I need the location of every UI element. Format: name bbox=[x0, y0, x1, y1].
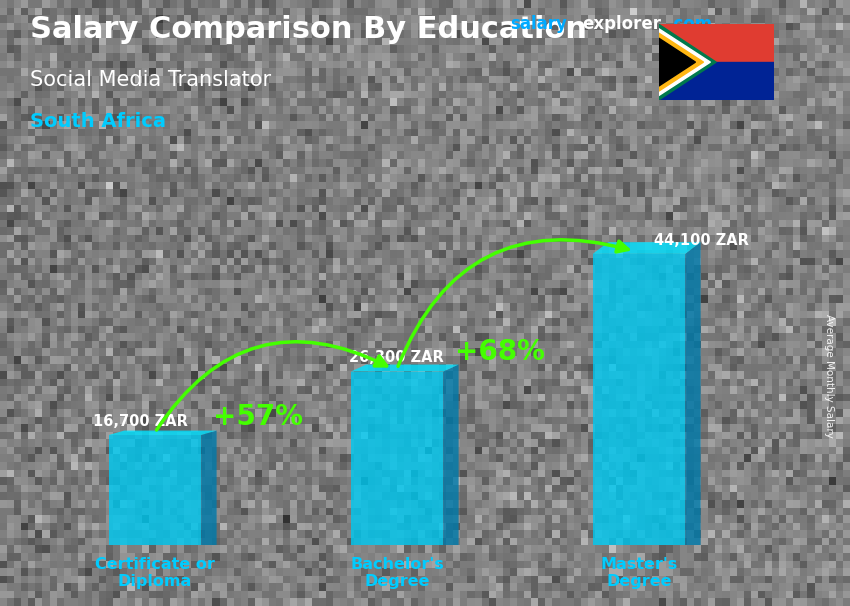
Polygon shape bbox=[659, 24, 774, 62]
Polygon shape bbox=[592, 254, 685, 545]
Text: +68%: +68% bbox=[456, 338, 546, 366]
Text: 44,100 ZAR: 44,100 ZAR bbox=[654, 233, 750, 248]
Text: South Africa: South Africa bbox=[30, 112, 166, 131]
Polygon shape bbox=[685, 242, 700, 545]
Text: explorer: explorer bbox=[582, 15, 661, 33]
Polygon shape bbox=[351, 371, 443, 545]
Polygon shape bbox=[351, 365, 459, 371]
Text: Average Monthly Salary: Average Monthly Salary bbox=[824, 314, 834, 438]
Text: Salary Comparison By Education: Salary Comparison By Education bbox=[30, 15, 586, 44]
Polygon shape bbox=[659, 24, 716, 100]
Polygon shape bbox=[109, 431, 217, 435]
Polygon shape bbox=[201, 431, 217, 545]
Polygon shape bbox=[109, 435, 201, 545]
Text: 26,300 ZAR: 26,300 ZAR bbox=[348, 350, 444, 365]
Polygon shape bbox=[659, 33, 704, 91]
Text: salary: salary bbox=[510, 15, 567, 33]
Polygon shape bbox=[592, 242, 700, 254]
Polygon shape bbox=[659, 28, 711, 96]
Polygon shape bbox=[659, 62, 774, 100]
Polygon shape bbox=[443, 365, 459, 545]
Text: Social Media Translator: Social Media Translator bbox=[30, 70, 271, 90]
Text: 16,700 ZAR: 16,700 ZAR bbox=[94, 414, 188, 428]
Polygon shape bbox=[659, 38, 695, 86]
Text: +57%: +57% bbox=[213, 403, 303, 431]
Text: .com: .com bbox=[667, 15, 712, 33]
